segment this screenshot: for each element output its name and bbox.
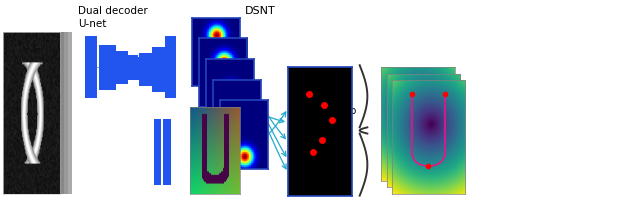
Bar	[137, 58, 147, 72]
Text: Distance to
contour map: Distance to contour map	[294, 93, 356, 116]
Bar	[165, 37, 176, 99]
Bar	[154, 119, 161, 185]
Text: Dual decoder
U-net: Dual decoder U-net	[78, 6, 148, 28]
Bar	[163, 119, 171, 185]
Bar	[85, 37, 97, 99]
Bar	[128, 58, 140, 80]
Bar	[3, 33, 60, 194]
Bar	[10, 33, 68, 194]
Bar	[126, 56, 138, 78]
Bar	[113, 52, 128, 84]
Bar	[99, 45, 116, 91]
Text: DSNT: DSNT	[245, 6, 276, 16]
Bar	[14, 33, 72, 194]
Bar	[139, 54, 152, 87]
Bar	[152, 47, 168, 93]
Bar	[6, 33, 64, 194]
